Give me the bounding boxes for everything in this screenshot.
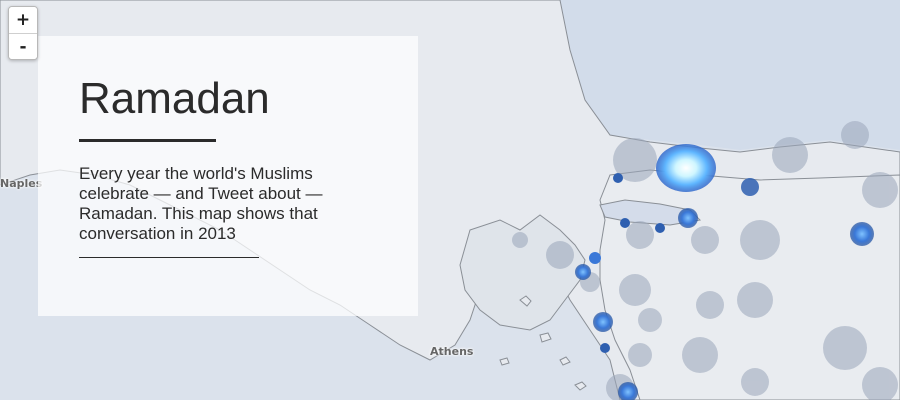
tweet-hotspot-istanbul [656, 144, 716, 192]
zoom-control: + - [8, 6, 38, 60]
zoom-out-button[interactable]: - [9, 33, 37, 59]
title-divider [79, 139, 216, 142]
info-panel: Ramadan Every year the world's Muslims c… [38, 36, 418, 316]
tweet-dots [575, 173, 874, 400]
map-label-athens: Athens [430, 345, 474, 358]
panel-description: Every year the world's Muslims celebrate… [79, 164, 323, 243]
zoom-in-button[interactable]: + [9, 7, 37, 33]
description-divider [79, 257, 259, 258]
map-label-naples: Naples [0, 177, 43, 190]
panel-title: Ramadan [79, 74, 270, 123]
aegean-islands [499, 295, 587, 391]
tweet-halos [512, 121, 898, 400]
black-sea-region [560, 0, 900, 150]
